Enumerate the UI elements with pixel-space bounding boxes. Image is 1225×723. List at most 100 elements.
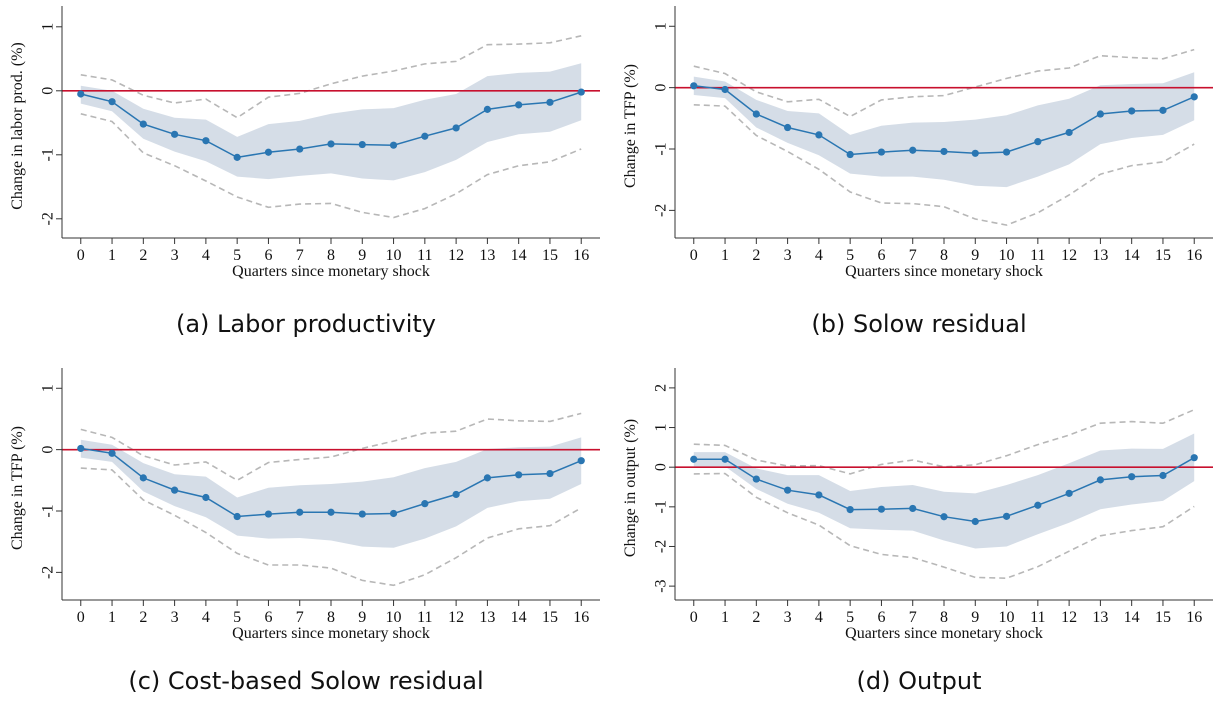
estimate-point [77, 90, 85, 98]
x-tick-label: 11 [417, 609, 432, 626]
estimate-point [752, 110, 760, 118]
x-tick-label: 2 [752, 247, 760, 264]
x-tick-label: 6 [877, 609, 885, 626]
x-tick-label: 16 [573, 609, 589, 626]
y-axis-label: Change in TFP (%) [622, 64, 639, 188]
estimate-point [940, 147, 948, 156]
estimate-point [784, 123, 792, 132]
x-tick-label: 13 [479, 609, 495, 626]
estimate-point [1190, 93, 1198, 101]
estimate-point [971, 517, 979, 526]
ci-upper-line [693, 48, 1195, 118]
confidence-band [693, 72, 1195, 188]
estimate-point [515, 471, 523, 479]
estimate-point [264, 148, 273, 156]
x-tick-label: 15 [1155, 247, 1171, 264]
estimate-point [139, 120, 147, 128]
chart-panel-b: 1 0 -1 -2 0 1 2 3 4 5 6 7 8 9 10 11 12 13 14 15 16 Quarters s… [613, 0, 1225, 361]
estimate-point [846, 150, 854, 159]
x-tick-label: 10 [999, 247, 1015, 264]
x-tick-label: 4 [815, 609, 823, 626]
x-tick-label: 1 [721, 609, 729, 626]
x-tick-label: 15 [542, 247, 558, 264]
x-tick-label: 13 [479, 247, 495, 264]
x-tick-label: 16 [1186, 247, 1202, 264]
y-tick-label: -2 [653, 540, 670, 553]
x-tick-label: 7 [296, 247, 304, 264]
estimate-point [690, 82, 698, 90]
chart-caption: (d) Output [856, 667, 982, 695]
chart-panel-d: 2 1 0 -1 -2 -3 0 1 2 3 4 5 6 7 8 9 10 11 12 13 14 15 16 Quarter… [613, 362, 1225, 723]
x-tick-label: 3 [171, 609, 179, 626]
x-tick-label: 2 [139, 247, 147, 264]
estimate-point [1128, 107, 1136, 115]
x-tick-label: 5 [846, 609, 854, 626]
estimate-point [483, 474, 491, 482]
ci-lower-line [693, 104, 1195, 226]
ci-upper-line [80, 35, 582, 119]
estimate-point [577, 88, 585, 96]
estimate-point [1159, 106, 1167, 114]
x-tick-label: 4 [202, 609, 210, 626]
x-tick-label: 16 [1186, 609, 1202, 626]
chart-caption: (a) Labor productivity [175, 310, 436, 338]
confidence-band [80, 63, 582, 181]
estimate-point [452, 124, 460, 132]
x-tick-label: 0 [77, 609, 85, 626]
estimate-point [690, 455, 698, 463]
estimate-point [483, 105, 491, 113]
estimate-point [909, 504, 917, 513]
x-tick-label: 12 [1061, 609, 1077, 626]
estimate-point [421, 132, 429, 140]
ci-upper-line [80, 412, 582, 482]
x-tick-label: 13 [1092, 609, 1108, 626]
x-tick-label: 0 [690, 247, 698, 264]
y-axis-label: Change in labor prod. (%) [9, 42, 26, 210]
x-tick-label: 9 [358, 609, 366, 626]
estimate-point [327, 140, 335, 148]
chart-d: 210-1-2-30 1 2 3 4 5 6 7 8 9 10 11 12 13 14 15 16Quarter… [622, 368, 1213, 642]
x-tick-label: 7 [909, 609, 917, 626]
x-axis-label: Quarters since monetary shock [845, 263, 1043, 280]
ci-lower-line [80, 113, 582, 219]
y-tick-label: 0 [40, 87, 57, 95]
estimate-point [1190, 454, 1198, 462]
x-tick-label: 14 [511, 609, 527, 626]
y-tick-label: 1 [653, 424, 670, 432]
estimate-point [171, 130, 179, 138]
estimate-point [909, 146, 917, 154]
estimate-point [721, 85, 729, 94]
x-tick-label: 6 [877, 247, 885, 264]
estimate-point [139, 474, 147, 482]
y-tick-label: -3 [653, 579, 670, 592]
y-tick-label: -2 [653, 204, 670, 217]
x-tick-label: 5 [233, 609, 241, 626]
y-tick-label: -1 [653, 500, 670, 513]
x-tick-label: 11 [1030, 609, 1045, 626]
x-tick-label: 6 [264, 247, 272, 264]
x-tick-label: 0 [690, 609, 698, 626]
estimate-point [1096, 110, 1104, 118]
x-tick-label: 14 [1124, 247, 1140, 264]
x-tick-label: 9 [971, 247, 979, 264]
estimate-point [296, 145, 304, 153]
y-tick-label: 0 [653, 84, 670, 92]
y-tick-label: -1 [653, 142, 670, 155]
x-tick-label: 3 [784, 609, 792, 626]
x-tick-label: 7 [909, 247, 917, 264]
estimate-point [815, 491, 823, 499]
y-tick-label: -2 [40, 212, 57, 225]
estimate-point [389, 509, 398, 518]
x-tick-label: 11 [417, 247, 432, 264]
chart-panel-c: 1 0 -1 -2 0 1 2 3 4 5 6 7 8 9 10 11 12 13 14 15 16 Quarters s… [0, 362, 612, 723]
estimate-point [202, 137, 210, 145]
x-tick-label: 10 [999, 609, 1015, 626]
x-tick-label: 5 [846, 247, 854, 264]
estimate-point [877, 148, 886, 156]
y-axis-label: Change in TFP (%) [9, 426, 26, 550]
chart-caption: (b) Solow residual [811, 310, 1027, 338]
y-tick-label: -1 [40, 148, 57, 161]
estimate-point [358, 140, 366, 149]
x-tick-label: 10 [386, 247, 402, 264]
